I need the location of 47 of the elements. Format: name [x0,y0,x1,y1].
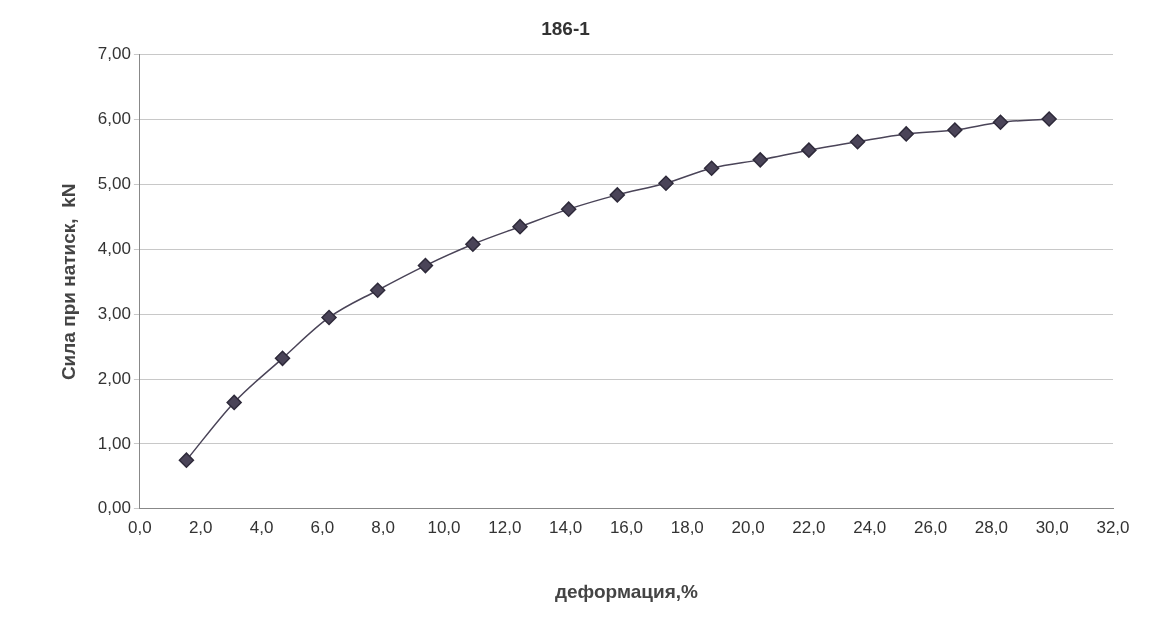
y-tick-label: 1,00 [97,433,131,453]
x-tick-label: 2,0 [188,517,213,537]
x-tick-label: 32,0 [1096,517,1130,537]
x-tick-label: 14,0 [549,517,583,537]
x-tick-label: 6,0 [310,517,335,537]
x-tick-label: 8,0 [371,517,395,537]
point [465,236,481,252]
x-tick-label: 10,0 [427,517,461,537]
x-axis-title: деформация,% [554,580,699,602]
point [1041,111,1057,127]
y-tick-label: 4,00 [97,239,131,259]
point [226,394,242,411]
y-tick-label: 5,00 [97,174,131,194]
x-tick-label: 16,0 [609,517,643,537]
point [609,187,626,203]
point [703,160,720,177]
y-tick-label: 6,00 [97,109,131,129]
point [898,126,914,142]
point [658,175,674,191]
y-tick-label: 7,00 [97,44,131,64]
x-tick-label: 22,0 [792,517,826,537]
point [849,133,866,150]
x-tick-label: 12,0 [488,517,522,537]
point [801,142,817,158]
x-tick-label: 18,0 [670,517,704,537]
x-tick-label: 20,0 [731,517,765,537]
point [369,282,386,298]
x-tick-label: 24,0 [853,517,887,537]
x-tick-label: 30,0 [1035,517,1069,537]
point [417,257,434,274]
point [178,452,195,468]
point [274,350,291,367]
point [752,152,768,168]
point [992,114,1009,130]
x-tick-label: 0,0 [128,517,152,537]
x-tick-label: 28,0 [974,517,1008,537]
x-tick-label: 26,0 [913,517,948,537]
y-tick-label: 0,00 [97,498,131,518]
y-axis-title: Сила при натиск, kN [57,183,79,381]
chart-title: 186-1 [541,17,591,39]
point [321,309,337,326]
y-tick-label: 3,00 [97,303,131,323]
point [512,218,528,235]
x-tick-label: 4,0 [249,517,274,537]
y-tick-label: 2,00 [97,368,131,388]
point [947,122,963,138]
point [560,201,577,217]
